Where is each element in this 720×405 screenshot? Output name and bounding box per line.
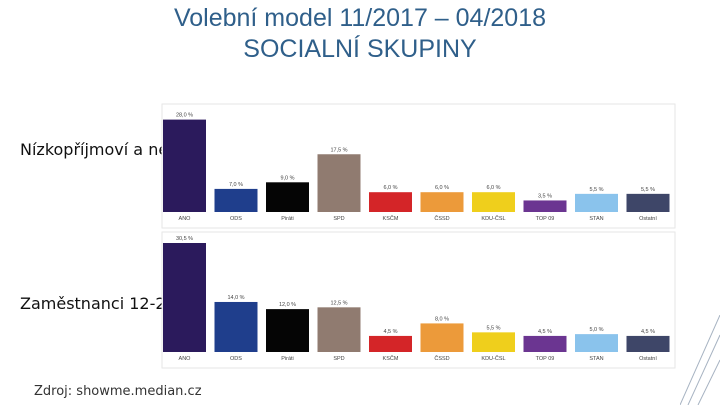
value-label-1-3: 9,0 %: [280, 175, 294, 181]
slide-title: Volební model 11/2017 – 04/2018: [173, 4, 547, 32]
source-note: Zdroj: showme.median.cz: [34, 384, 202, 399]
bar-2-3: [266, 309, 309, 352]
value-label-2-5: 4,5 %: [383, 329, 397, 335]
category-label-1-4: SPD: [333, 216, 344, 222]
category-label-1-10: Ostatní: [639, 216, 657, 222]
value-label-1-7: 6,0 %: [486, 185, 500, 191]
value-label-1-1: 28,0 %: [176, 113, 193, 119]
category-label-2-10: Ostatní: [639, 356, 657, 362]
category-label-1-9: STAN: [589, 216, 603, 222]
value-label-2-3: 12,0 %: [279, 302, 296, 308]
category-label-1-2: ODS: [230, 216, 242, 222]
category-label-2-7: KDU-ČSL: [481, 355, 505, 362]
category-label-2-4: SPD: [333, 356, 344, 362]
category-label-2-9: STAN: [589, 356, 603, 362]
value-label-2-4: 12,5 %: [330, 300, 347, 306]
value-label-1-6: 6,0 %: [435, 185, 449, 191]
value-label-1-10: 5,5 %: [641, 187, 655, 193]
category-label-1-5: KSČM: [383, 215, 399, 222]
value-label-1-5: 6,0 %: [383, 185, 397, 191]
category-label-1-6: ČSSD: [434, 215, 449, 222]
category-label-1-3: Piráti: [281, 216, 294, 222]
category-label-2-2: ODS: [230, 356, 242, 362]
value-label-1-8: 3,5 %: [538, 193, 552, 199]
bar-1-9: [575, 193, 618, 212]
bar-1-4: [317, 154, 361, 212]
category-label-1-7: KDU-ČSL: [481, 215, 505, 222]
bar-2-9: [575, 334, 618, 352]
bar-1-10: [626, 193, 670, 212]
value-label-2-7: 5,5 %: [486, 325, 500, 331]
value-label-1-4: 17,5 %: [330, 147, 347, 153]
category-label-1-8: TOP 09: [536, 216, 555, 222]
value-label-2-10: 4,5 %: [641, 329, 655, 335]
value-label-2-8: 4,5 %: [538, 329, 552, 335]
value-label-2-6: 8,0 %: [435, 316, 449, 322]
value-label-2-2: 14,0 %: [227, 295, 244, 301]
category-label-2-8: TOP 09: [536, 356, 555, 362]
bar-2-6: [420, 323, 464, 352]
bar-1-7: [472, 192, 515, 212]
slide-subtitle: SOCIALNÍ SKUPINY: [243, 35, 477, 63]
bar-2-2: [214, 301, 258, 352]
value-label-2-1: 30,5 %: [176, 236, 193, 242]
bar-1-1: [163, 119, 206, 212]
bar-2-7: [472, 332, 515, 352]
category-label-2-1: ANO: [179, 356, 192, 362]
value-label-1-9: 5,5 %: [589, 187, 603, 193]
bar-1-8: [523, 200, 567, 212]
corner-decoration: [680, 315, 720, 405]
category-label-2-6: ČSSD: [434, 355, 449, 362]
bar-2-8: [523, 335, 567, 352]
bar-2-1: [163, 243, 206, 352]
bar-1-5: [369, 192, 412, 212]
bar-1-3: [266, 182, 309, 212]
category-label-2-3: Piráti: [281, 356, 294, 362]
bar-2-10: [626, 335, 670, 352]
bar-1-2: [214, 188, 258, 212]
category-label-1-1: ANO: [179, 216, 192, 222]
bar-2-5: [369, 335, 412, 352]
bar-1-6: [420, 192, 464, 212]
category-label-2-5: KSČM: [383, 355, 399, 362]
bar-2-4: [317, 307, 361, 352]
value-label-1-2: 7,0 %: [229, 182, 243, 188]
value-label-2-9: 5,0 %: [589, 327, 603, 333]
